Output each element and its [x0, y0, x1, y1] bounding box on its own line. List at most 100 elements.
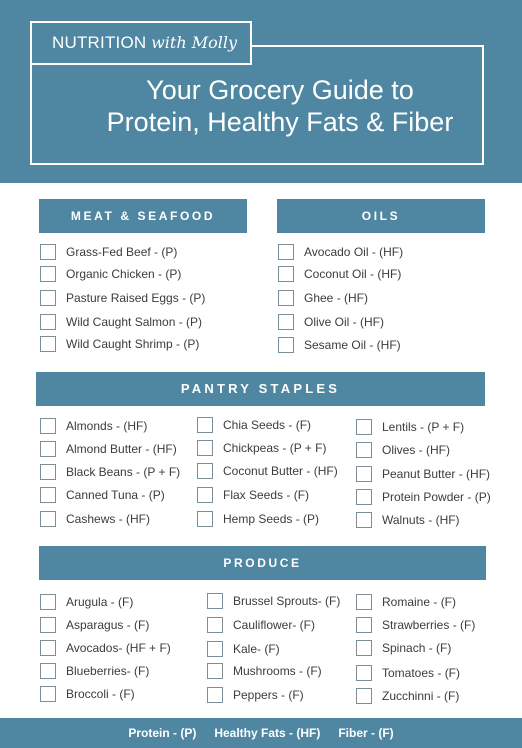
list-item[interactable]: Almonds - (HF) — [40, 416, 147, 436]
item-label: Almonds - (HF) — [66, 419, 148, 433]
item-label: Coconut Oil - (HF) — [304, 267, 402, 281]
checkbox[interactable] — [40, 314, 56, 330]
list-item[interactable]: Peppers - (F) — [207, 685, 304, 705]
list-item[interactable]: Coconut Oil - (HF) — [278, 264, 401, 284]
checkbox[interactable] — [40, 640, 56, 656]
checkbox[interactable] — [278, 266, 294, 282]
section-header-produce: PRODUCE — [39, 546, 486, 580]
list-item[interactable]: Broccoli - (F) — [40, 684, 135, 704]
checkbox[interactable] — [40, 594, 56, 610]
checkbox[interactable] — [207, 687, 223, 703]
checkbox[interactable] — [207, 593, 223, 609]
legend-fiber: Fiber - (F) — [338, 726, 394, 740]
checkbox[interactable] — [278, 337, 294, 353]
checkbox[interactable] — [40, 686, 56, 702]
checkbox[interactable] — [197, 511, 213, 527]
checkbox[interactable] — [40, 418, 56, 434]
list-item[interactable]: Spinach - (F) — [356, 638, 451, 658]
list-item[interactable]: Olive Oil - (HF) — [278, 312, 384, 332]
item-label: Peppers - (F) — [233, 688, 304, 702]
list-item[interactable]: Chickpeas - (P + F) — [197, 438, 326, 458]
list-item[interactable]: Tomatoes - (F) — [356, 663, 460, 683]
checkbox[interactable] — [40, 487, 56, 503]
checkbox[interactable] — [356, 419, 372, 435]
checkbox[interactable] — [197, 487, 213, 503]
list-item[interactable]: Blueberries- (F) — [40, 661, 149, 681]
checkbox[interactable] — [207, 641, 223, 657]
checkbox[interactable] — [40, 663, 56, 679]
list-item[interactable]: Kale- (F) — [207, 639, 280, 659]
list-item[interactable]: Organic Chicken - (P) — [40, 264, 181, 284]
checkbox[interactable] — [207, 617, 223, 633]
item-label: Canned Tuna - (P) — [66, 488, 165, 502]
list-item[interactable]: Avocado Oil - (HF) — [278, 242, 403, 262]
list-item[interactable]: Asparagus - (F) — [40, 615, 149, 635]
list-item[interactable]: Ghee - (HF) — [278, 288, 368, 308]
list-item[interactable]: Chia Seeds - (F) — [197, 415, 311, 435]
list-item[interactable]: Peanut Butter - (HF) — [356, 464, 490, 484]
item-label: Asparagus - (F) — [66, 618, 150, 632]
item-label: Cashews - (HF) — [66, 512, 151, 526]
item-label: Chickpeas - (P + F) — [223, 441, 327, 455]
list-item[interactable]: Wild Caught Shrimp - (P) — [40, 334, 199, 354]
list-item[interactable]: Arugula - (F) — [40, 592, 133, 612]
list-item[interactable]: Pasture Raised Eggs - (P) — [40, 288, 205, 308]
list-item[interactable]: Olives - (HF) — [356, 440, 450, 460]
item-label: Grass-Fed Beef - (P) — [66, 245, 178, 259]
list-item[interactable]: Brussel Sprouts- (F) — [207, 591, 340, 611]
item-label: Romaine - (F) — [382, 595, 457, 609]
checkbox[interactable] — [207, 663, 223, 679]
list-item[interactable]: Coconut Butter - (HF) — [197, 461, 338, 481]
item-label: Sesame Oil - (HF) — [304, 338, 401, 352]
checkbox[interactable] — [40, 441, 56, 457]
checkbox[interactable] — [356, 640, 372, 656]
checkbox[interactable] — [197, 463, 213, 479]
list-item[interactable]: Black Beans - (P + F) — [40, 462, 180, 482]
checkbox[interactable] — [356, 512, 372, 528]
checkbox[interactable] — [356, 466, 372, 482]
list-item[interactable]: Hemp Seeds - (P) — [197, 509, 319, 529]
checkbox[interactable] — [40, 464, 56, 480]
list-item[interactable]: Protein Powder - (P) — [356, 487, 491, 507]
list-item[interactable]: Grass-Fed Beef - (P) — [40, 242, 177, 262]
list-item[interactable]: Cashews - (HF) — [40, 509, 150, 529]
checkbox[interactable] — [278, 244, 294, 260]
item-label: Black Beans - (P + F) — [66, 465, 181, 479]
checkbox[interactable] — [356, 617, 372, 633]
item-label: Avocados- (HF + F) — [66, 641, 171, 655]
checkbox[interactable] — [40, 290, 56, 306]
list-item[interactable]: Lentils - (P + F) — [356, 417, 464, 437]
checkbox[interactable] — [278, 314, 294, 330]
brand-tagline: with Molly — [151, 33, 238, 52]
checkbox[interactable] — [40, 336, 56, 352]
list-item[interactable]: Strawberries - (F) — [356, 615, 475, 635]
checkbox[interactable] — [278, 290, 294, 306]
section-header-pantry-staples: PANTRY STAPLES — [36, 372, 485, 406]
list-item[interactable]: Romaine - (F) — [356, 592, 456, 612]
list-item[interactable]: Walnuts - (HF) — [356, 510, 460, 530]
checkbox[interactable] — [40, 511, 56, 527]
checkbox[interactable] — [40, 266, 56, 282]
item-label: Olive Oil - (HF) — [304, 315, 384, 329]
checkbox[interactable] — [197, 417, 213, 433]
list-item[interactable]: Cauliflower- (F) — [207, 615, 315, 635]
checkbox[interactable] — [356, 594, 372, 610]
list-item[interactable]: Sesame Oil - (HF) — [278, 335, 401, 355]
checkbox[interactable] — [356, 688, 372, 704]
checkbox[interactable] — [40, 617, 56, 633]
list-item[interactable]: Flax Seeds - (F) — [197, 485, 309, 505]
checkbox[interactable] — [197, 440, 213, 456]
list-item[interactable]: Canned Tuna - (P) — [40, 485, 165, 505]
checkbox[interactable] — [356, 442, 372, 458]
legend-footer: Protein - (P) Healthy Fats - (HF) Fiber … — [0, 718, 522, 748]
checkbox[interactable] — [356, 489, 372, 505]
list-item[interactable]: Avocados- (HF + F) — [40, 638, 171, 658]
legend-protein: Protein - (P) — [128, 726, 197, 740]
list-item[interactable]: Almond Butter - (HF) — [40, 439, 177, 459]
list-item[interactable]: Mushrooms - (F) — [207, 661, 322, 681]
item-label: Lentils - (P + F) — [382, 420, 465, 434]
checkbox[interactable] — [356, 665, 372, 681]
list-item[interactable]: Zucchinni - (F) — [356, 686, 459, 706]
list-item[interactable]: Wild Caught Salmon - (P) — [40, 312, 202, 332]
checkbox[interactable] — [40, 244, 56, 260]
